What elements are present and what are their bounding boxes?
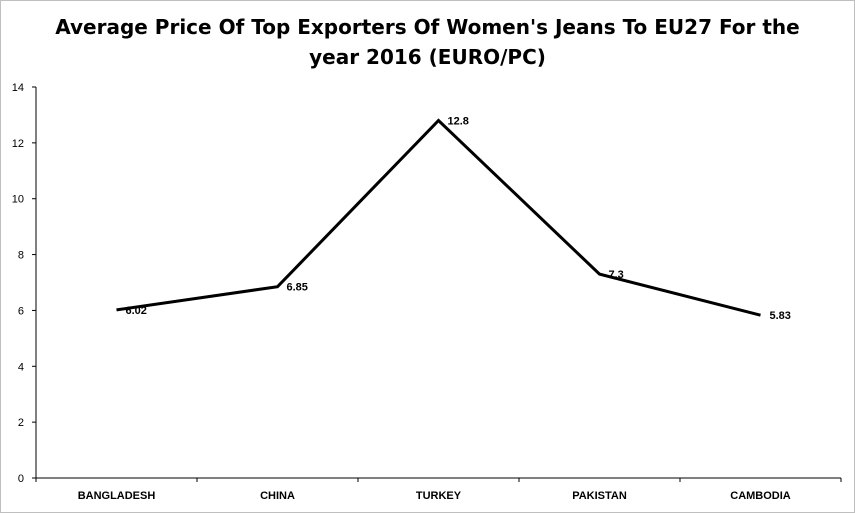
x-category-label: PAKISTAN bbox=[572, 490, 627, 502]
data-label: 6.02 bbox=[126, 305, 147, 317]
y-tick-label: 10 bbox=[12, 194, 24, 206]
data-label: 5.83 bbox=[770, 310, 791, 322]
y-tick-label: 8 bbox=[18, 250, 24, 262]
y-tick-label: 0 bbox=[18, 473, 24, 485]
y-tick-label: 12 bbox=[12, 138, 24, 150]
data-label: 7.3 bbox=[609, 269, 624, 281]
chart-axes bbox=[35, 87, 841, 479]
chart-title-line-2: year 2016 (EURO/PC) bbox=[309, 45, 546, 69]
data-label: 12.8 bbox=[448, 116, 469, 128]
x-category-label: BANGLADESH bbox=[78, 490, 156, 502]
x-category-label: CAMBODIA bbox=[730, 490, 791, 502]
y-tick-label: 4 bbox=[18, 361, 24, 373]
y-axis-ticks: 0 2 4 6 8 10 12 14 bbox=[12, 82, 36, 485]
series-line bbox=[116, 118, 761, 317]
data-labels: 6.02 6.85 12.8 7.3 5.83 bbox=[126, 116, 791, 323]
y-tick-label: 6 bbox=[18, 305, 24, 317]
y-tick-label: 2 bbox=[18, 417, 24, 429]
data-label: 6.85 bbox=[287, 282, 308, 294]
chart-series bbox=[116, 118, 761, 317]
x-category-label: CHINA bbox=[260, 490, 295, 502]
y-tick-label: 14 bbox=[12, 82, 24, 94]
x-axis-labels: BANGLADESH CHINA TURKEY PAKISTAN CAMBODIA bbox=[35, 478, 842, 502]
chart-title-line-1: Average Price Of Top Exporters Of Women'… bbox=[55, 15, 800, 39]
x-category-label: TURKEY bbox=[416, 490, 462, 502]
chart-title: Average Price Of Top Exporters Of Women'… bbox=[0, 12, 855, 72]
